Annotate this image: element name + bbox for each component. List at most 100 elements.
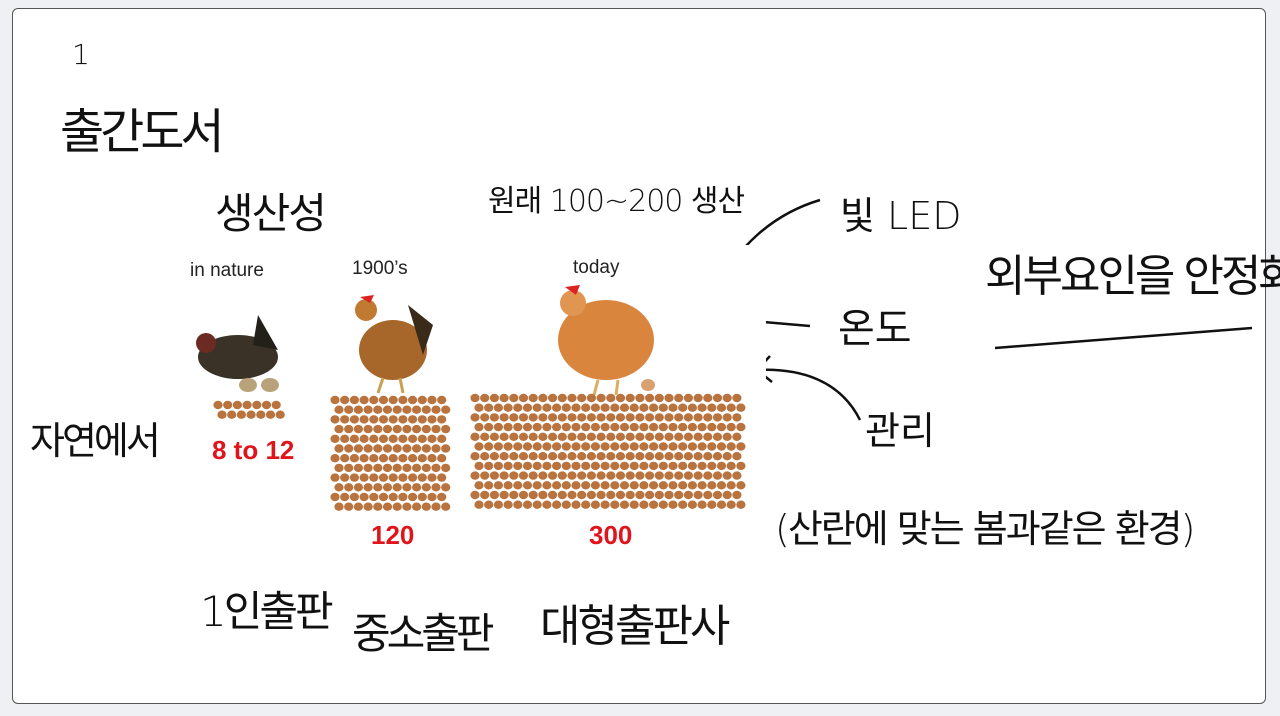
egg: [402, 483, 412, 492]
egg: [532, 481, 542, 490]
egg: [635, 452, 645, 461]
egg: [697, 461, 707, 471]
note-environment: (산란에 맞는 봄과같은 환경): [775, 507, 1195, 551]
egg: [703, 393, 713, 403]
underline: [994, 326, 1253, 350]
egg: [503, 500, 513, 509]
egg: [398, 395, 408, 405]
egg: [369, 434, 379, 443]
egg: [707, 481, 717, 490]
egg: [664, 413, 674, 422]
egg: [427, 395, 437, 405]
egg: [736, 403, 746, 412]
egg: [489, 490, 499, 500]
egg: [353, 502, 363, 511]
egg: [668, 500, 678, 509]
egg: [421, 483, 431, 492]
egg: [697, 500, 707, 509]
egg: [635, 413, 645, 422]
egg: [658, 422, 668, 432]
egg: [499, 393, 509, 403]
egg: [474, 500, 484, 509]
egg: [509, 393, 519, 403]
egg: [674, 413, 684, 422]
egg: [227, 410, 237, 419]
egg: [615, 393, 626, 403]
egg: [489, 452, 499, 461]
egg: [421, 444, 431, 453]
photo-graphics: [196, 285, 746, 511]
egg: [674, 452, 684, 461]
egg: [518, 471, 529, 480]
egg: [645, 432, 655, 441]
egg: [649, 403, 659, 412]
egg: [398, 473, 408, 482]
egg: [378, 492, 389, 502]
egg: [417, 454, 427, 463]
egg: [683, 452, 693, 461]
egg: [639, 481, 649, 490]
egg: [561, 403, 571, 412]
egg: [378, 434, 389, 443]
egg: [503, 442, 513, 451]
egg: [363, 405, 373, 414]
egg: [518, 413, 529, 422]
egg: [693, 432, 703, 441]
egg: [712, 393, 723, 403]
egg: [437, 492, 447, 502]
egg: [522, 403, 533, 412]
note-in-nature: 자연에서: [30, 419, 161, 463]
egg: [590, 481, 600, 490]
egg: [493, 481, 503, 490]
egg: [635, 432, 645, 441]
egg: [668, 442, 678, 451]
egg: [590, 403, 600, 412]
egg: [373, 463, 383, 473]
egg: [548, 452, 558, 461]
egg: [437, 454, 447, 463]
egg: [683, 432, 693, 441]
egg: [528, 432, 538, 441]
egg: [489, 413, 499, 422]
note-title: 출간도서: [60, 104, 225, 160]
egg: [236, 410, 246, 419]
egg: [586, 432, 596, 441]
egg: [359, 434, 369, 443]
egg: [499, 490, 509, 500]
egg: [493, 403, 503, 412]
egg: [408, 473, 418, 482]
egg: [359, 473, 369, 482]
egg: [561, 500, 571, 509]
egg: [668, 481, 678, 490]
egg: [484, 461, 494, 471]
count-today: 300: [589, 520, 633, 550]
egg: [722, 393, 732, 403]
egg: [431, 405, 441, 414]
egg: [417, 434, 427, 443]
egg: [493, 422, 503, 432]
egg: [427, 434, 437, 443]
egg: [484, 442, 494, 451]
egg: [513, 422, 523, 432]
egg: [513, 481, 523, 490]
egg: [382, 483, 393, 492]
egg: [687, 403, 697, 412]
egg: [571, 461, 581, 471]
egg: [340, 434, 350, 443]
egg: [256, 410, 266, 419]
egg: [334, 444, 344, 453]
egg: [417, 415, 427, 424]
egg: [664, 490, 674, 500]
egg: [658, 461, 668, 471]
egg: [571, 422, 581, 432]
egg: [412, 463, 422, 473]
egg: [629, 422, 639, 432]
egg: [567, 452, 577, 461]
egg: [645, 413, 655, 422]
egg: [716, 500, 727, 509]
egg: [513, 442, 523, 451]
egg: [378, 473, 389, 482]
egg: [378, 454, 389, 463]
egg: [736, 500, 746, 509]
egg: [567, 432, 577, 441]
